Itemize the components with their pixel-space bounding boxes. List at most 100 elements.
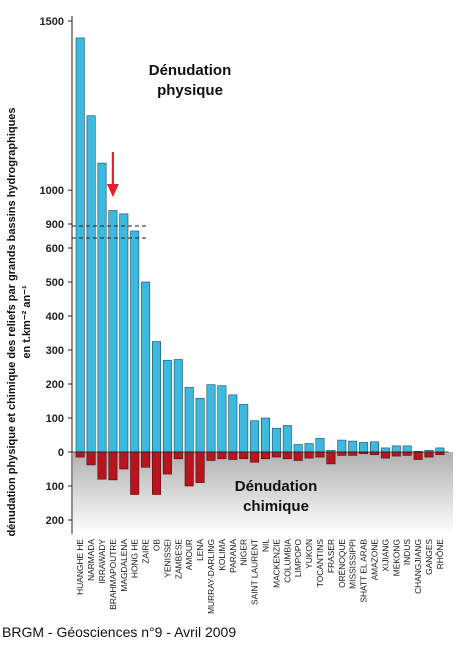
- bar-physique-24: [337, 439, 347, 453]
- annotation-chimique-line2: chimique: [243, 498, 309, 515]
- y-tick-lower-5: 100: [46, 413, 64, 425]
- bar-physique-28: [380, 447, 390, 453]
- bar-chimique-23: [326, 451, 336, 465]
- category-label-25: MISSISSIPPI: [348, 539, 358, 589]
- red-arrow-icon: [106, 152, 119, 197]
- category-label-30: INDUS: [402, 539, 412, 565]
- bar-physique-10: [184, 387, 194, 453]
- bar-chimique-25: [348, 451, 358, 456]
- bar-physique-29: [391, 445, 401, 453]
- category-label-0: HUANGHE HE: [75, 539, 85, 595]
- bar-physique-11: [195, 397, 205, 453]
- category-label-6: ZAIRE: [141, 539, 151, 564]
- category-label-3: BRAHMAPOUTRE: [108, 539, 118, 610]
- bar-chimique-30: [402, 451, 412, 456]
- bar-chimique-10: [184, 451, 194, 487]
- bar-physique-6: [141, 281, 151, 453]
- bar-physique-5: [130, 230, 140, 453]
- bar-physique-3: [108, 210, 118, 453]
- category-label-11: LENA: [195, 539, 205, 561]
- y-tick-upper-2: 900: [46, 219, 64, 231]
- category-label-24: ORÉNOQUE: [337, 539, 347, 588]
- category-label-31: CHANGJIANG: [413, 539, 423, 594]
- bar-physique-27: [369, 441, 379, 453]
- category-label-5: HONG HE: [130, 539, 140, 579]
- bar-chimique-24: [337, 451, 347, 456]
- bar-chimique-28: [380, 451, 390, 459]
- y-axis-title-line1: dénudation physique et chimique des reli…: [6, 107, 18, 536]
- bar-chimique-3: [108, 451, 118, 481]
- bar-chimique-1: [86, 451, 96, 466]
- bar-physique-30: [402, 445, 412, 453]
- category-label-32: GANGES: [424, 539, 434, 575]
- category-label-14: PARANA: [228, 539, 238, 573]
- bar-physique-18: [271, 427, 281, 453]
- bar-physique-25: [348, 440, 358, 453]
- category-label-19: COLUMBIA: [282, 539, 292, 583]
- category-label-1: NARMADA: [86, 539, 96, 581]
- bar-physique-2: [97, 162, 107, 453]
- bar-physique-0: [75, 37, 85, 453]
- bar-chimique-13: [217, 451, 227, 460]
- bar-physique-9: [173, 359, 183, 453]
- bar-chimique-21: [304, 451, 314, 459]
- category-label-21: YUKON: [304, 539, 314, 569]
- bar-physique-12: [206, 384, 216, 453]
- category-label-7: OB: [152, 539, 162, 552]
- category-label-23: FRASER: [326, 539, 336, 573]
- bar-chimique-8: [162, 451, 172, 475]
- bar-physique-19: [282, 425, 292, 453]
- y-axis-title-line2: en t.km⁻² an⁻¹: [21, 285, 33, 359]
- category-label-28: XIJIANG: [380, 539, 390, 572]
- bar-physique-20: [293, 444, 303, 453]
- bar-physique-13: [217, 385, 227, 453]
- bar-chimique-19: [282, 451, 292, 460]
- bar-physique-33: [435, 447, 445, 453]
- category-label-33: RHÔNE: [435, 539, 445, 570]
- y-tick-lower-6: 0: [58, 447, 64, 459]
- bar-physique-7: [152, 341, 162, 453]
- y-tick-upper-0: 1500: [40, 16, 64, 28]
- y-tick-negative-1: 200: [46, 515, 64, 527]
- bar-chimique-32: [424, 451, 434, 458]
- bar-chimique-2: [97, 451, 107, 480]
- annotation-chimique-line1: Dénudation: [235, 478, 318, 495]
- bar-physique-22: [315, 438, 325, 453]
- category-label-9: ZAMBESE: [173, 539, 183, 579]
- y-tick-negative-0: 100: [46, 481, 64, 493]
- category-label-17: NIL: [261, 539, 271, 552]
- bar-chimique-20: [293, 451, 303, 461]
- bar-chimique-27: [369, 451, 379, 456]
- y-tick-lower-3: 300: [46, 345, 64, 357]
- bar-chimique-29: [391, 451, 401, 457]
- bar-chimique-4: [119, 451, 129, 470]
- category-label-26: SHATT EL ARAB: [359, 539, 369, 603]
- bar-chimique-11: [195, 451, 205, 483]
- bar-chimique-9: [173, 451, 183, 460]
- category-label-20: LIMPOPO: [293, 539, 303, 578]
- annotation-physique-line2: physique: [157, 82, 223, 99]
- bar-physique-26: [359, 442, 369, 453]
- category-labels: HUANGHE HE NARMADA IRRAWADY BRAHMAPOUTRE MAG…: [75, 539, 445, 614]
- y-tick-lower-1: 500: [46, 277, 64, 289]
- category-label-18: MACKENZIE: [271, 539, 281, 588]
- bar-chimique-31: [413, 451, 423, 460]
- bar-chimique-16: [250, 451, 260, 463]
- category-label-8: YENISSEI: [162, 539, 172, 578]
- bar-physique-15: [239, 404, 249, 453]
- category-label-22: TOCANTINS: [315, 539, 325, 588]
- bar-chimique-6: [141, 451, 151, 468]
- category-label-16: SAINT LAURENT: [250, 539, 260, 605]
- bar-chimique-18: [271, 451, 281, 458]
- bar-chimique-7: [152, 451, 162, 495]
- source-caption: BRGM - Géosciences n°9 - Avril 2009: [2, 624, 237, 640]
- y-tick-lower-2: 400: [46, 311, 64, 323]
- category-label-12: MURRAY-DARLING: [206, 539, 216, 614]
- bar-chimique-15: [239, 451, 249, 460]
- bar-physique-16: [250, 420, 260, 453]
- category-label-2: IRRAWADY: [97, 539, 107, 584]
- bar-chimique-5: [130, 451, 140, 495]
- bar-chimique-12: [206, 451, 216, 461]
- bar-chimique-22: [315, 451, 325, 458]
